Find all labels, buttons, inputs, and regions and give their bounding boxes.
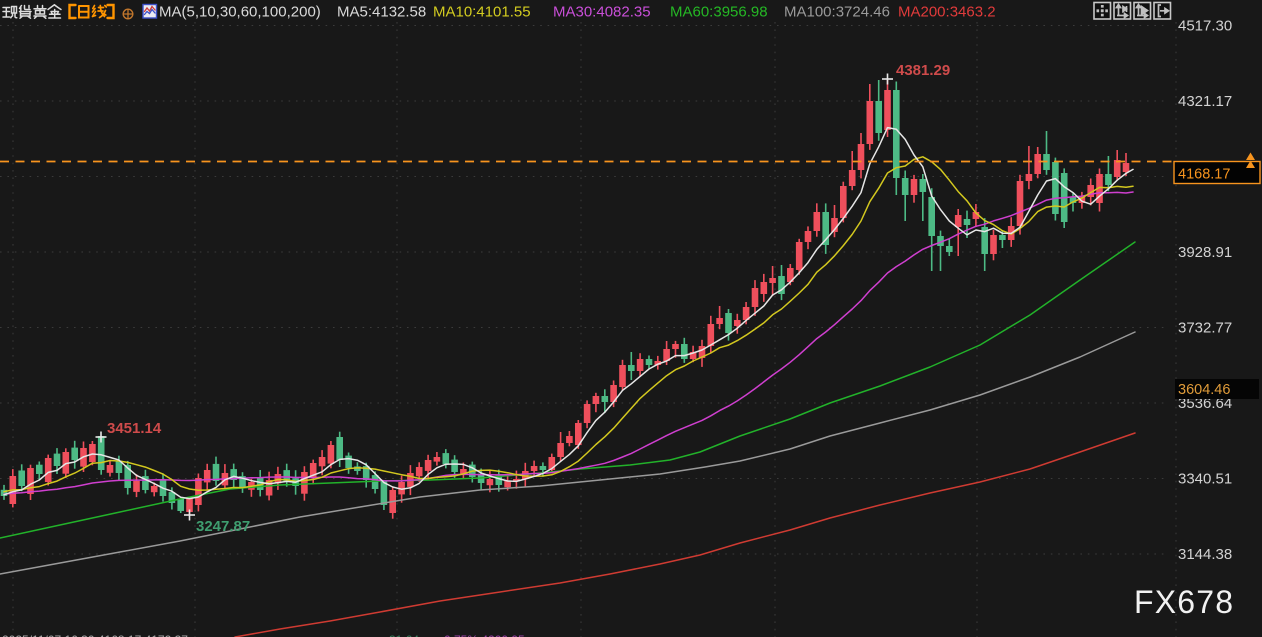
svg-text:4321.17: 4321.17 [1178, 93, 1232, 110]
svg-text:MA5:4132.58: MA5:4132.58 [337, 4, 426, 21]
svg-text:3247.87: 3247.87 [196, 518, 250, 535]
svg-text:MA30:4082.35: MA30:4082.35 [553, 4, 651, 21]
svg-text:4381.29: 4381.29 [896, 62, 950, 79]
svg-text:FX678: FX678 [1134, 584, 1234, 620]
svg-text:4168.17: 4168.17 [1178, 167, 1230, 183]
svg-text:3732.77: 3732.77 [1178, 320, 1232, 337]
svg-text:3604.46: 3604.46 [1178, 382, 1230, 398]
svg-text:-0.75% 4200.95: -0.75% 4200.95 [440, 633, 525, 637]
svg-text:MA10:4101.55: MA10:4101.55 [433, 4, 531, 21]
svg-text:MA(5,10,30,60,100,200): MA(5,10,30,60,100,200) [159, 4, 321, 21]
svg-text:4517.30: 4517.30 [1178, 18, 1232, 35]
svg-text:MA60:3956.98: MA60:3956.98 [670, 4, 768, 21]
svg-text:-31.64: -31.64 [385, 633, 419, 637]
svg-text:3536.64: 3536.64 [1178, 395, 1232, 412]
svg-text:3928.91: 3928.91 [1178, 244, 1232, 261]
svg-text:2025/11/07 16:30 4168.17 417: 2025/11/07 16:30 4168.17 4172.37 [2, 633, 188, 637]
svg-text:3451.14: 3451.14 [107, 420, 162, 437]
svg-text:3144.38: 3144.38 [1178, 546, 1232, 563]
svg-text:3340.51: 3340.51 [1178, 471, 1232, 488]
svg-text:MA200:3463.2: MA200:3463.2 [898, 4, 996, 21]
svg-text:MA100:3724.46: MA100:3724.46 [784, 4, 890, 21]
